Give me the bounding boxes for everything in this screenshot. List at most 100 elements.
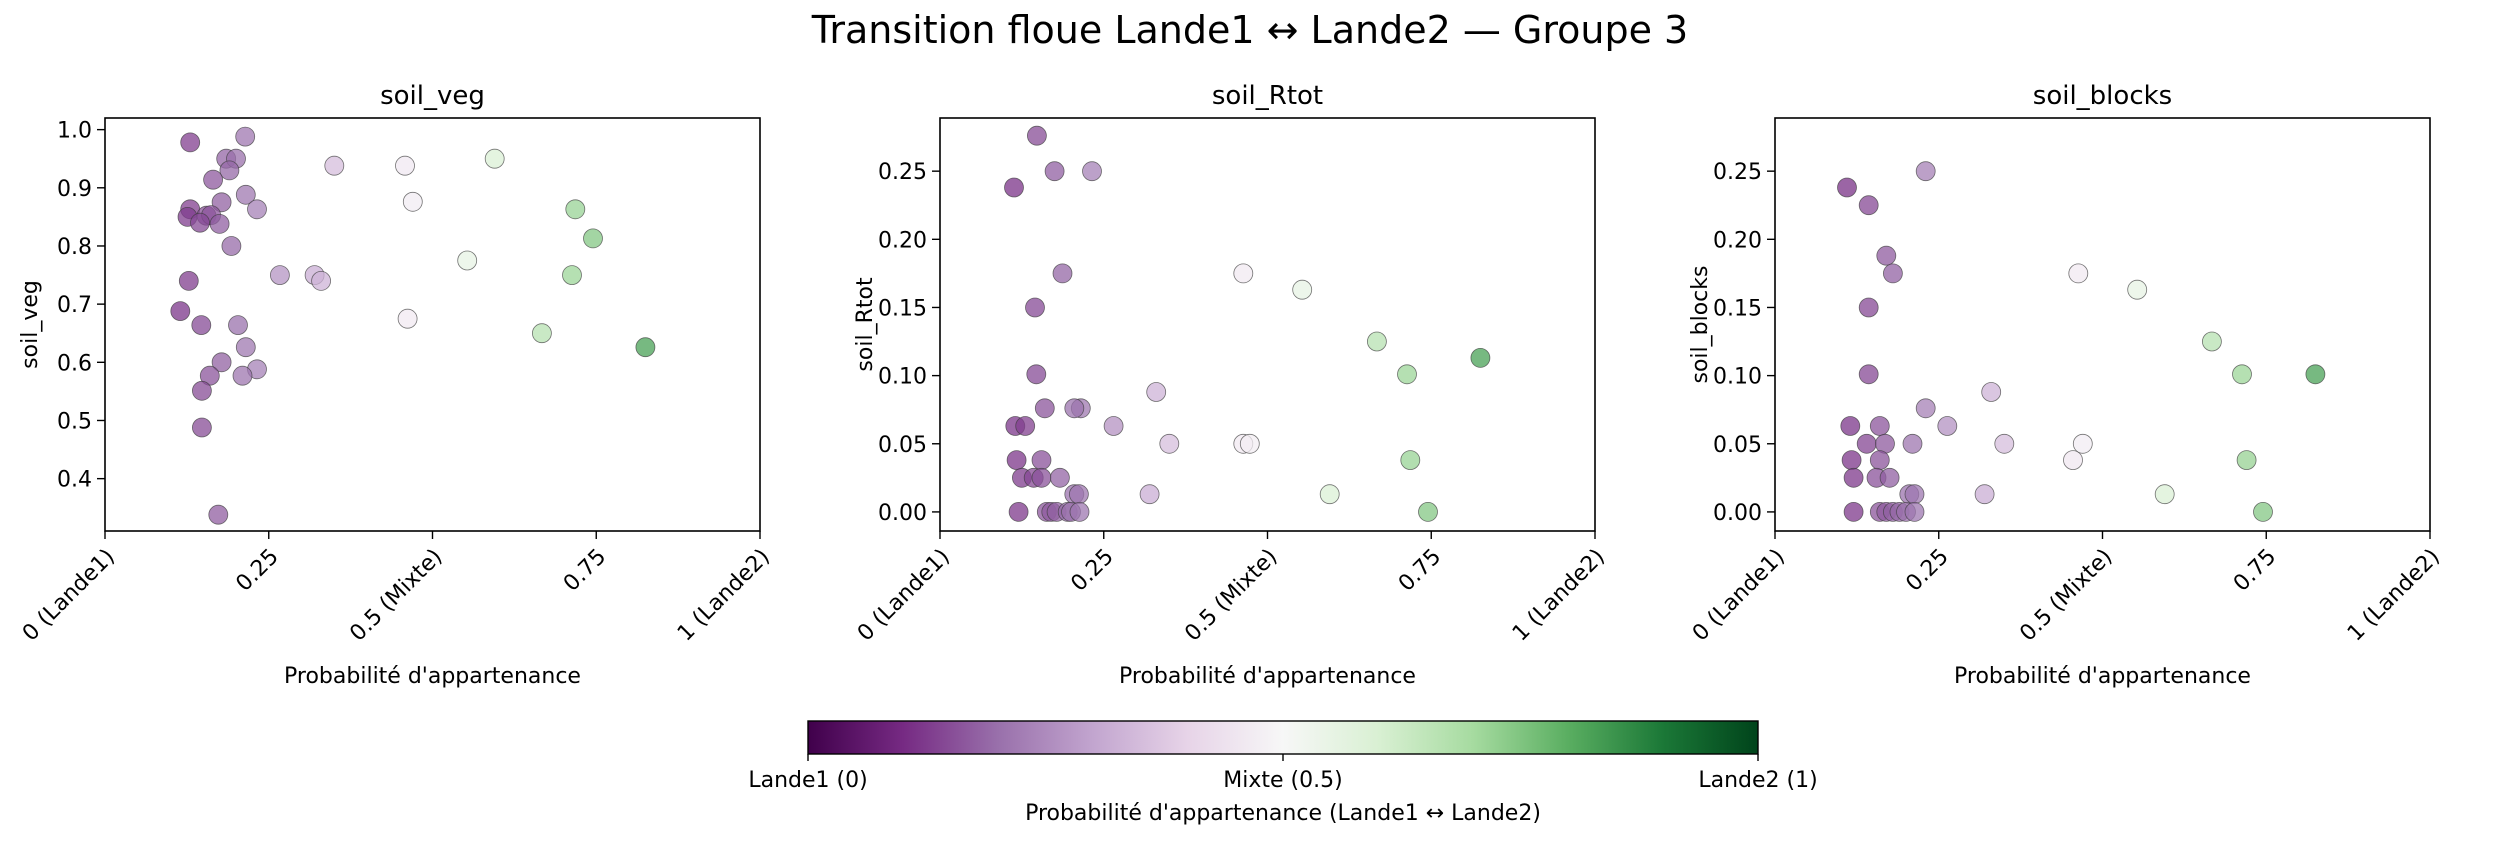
data-point	[269, 265, 290, 286]
data-point	[1843, 501, 1864, 522]
data-point	[2072, 433, 2093, 454]
colorbar-tick-label: Mixte (0.5)	[1223, 768, 1342, 793]
x-tick-label: 0.75	[1394, 544, 1446, 596]
x-tick-label: 0.75	[559, 544, 611, 596]
data-point	[1233, 263, 1254, 284]
data-point	[1015, 416, 1036, 436]
colorbar-gradient	[807, 720, 1759, 755]
data-point	[1239, 433, 1260, 454]
data-point	[1064, 398, 1085, 419]
data-point	[1981, 382, 2002, 402]
data-point	[1367, 331, 1387, 352]
data-point	[1292, 279, 1313, 300]
data-point	[1869, 450, 1890, 471]
colorbar: Lande1 (0) Mixte (0.5) Lande2 (1) Probabili…	[748, 720, 1818, 826]
data-point	[2154, 484, 2175, 505]
data-point	[1879, 467, 1900, 488]
data-point	[209, 213, 230, 234]
data-point	[1044, 161, 1065, 182]
data-point	[1103, 416, 1124, 436]
data-point	[191, 315, 212, 336]
data-point	[170, 301, 191, 322]
data-point	[1937, 416, 1958, 436]
y-tick-label: 0.25	[878, 160, 927, 185]
data-point	[1876, 245, 1897, 266]
data-point	[1902, 433, 1923, 454]
y-tick-label: 0.05	[878, 433, 927, 458]
data-point	[565, 199, 586, 220]
y-tick-label: 0.8	[57, 235, 92, 260]
data-point	[180, 132, 201, 153]
data-point	[1069, 484, 1089, 505]
data-point	[1858, 297, 1879, 318]
x-tick-label: 0.5 (Mixte)	[2015, 544, 2117, 646]
data-point	[1915, 398, 1936, 419]
data-point	[191, 417, 212, 438]
data-point	[2232, 364, 2252, 385]
data-point	[1008, 501, 1029, 522]
data-point	[1858, 364, 1879, 385]
colorbar-tick-label: Lande1 (0)	[748, 768, 867, 793]
data-point	[235, 126, 256, 147]
data-point	[1031, 450, 1052, 471]
data-point	[1470, 347, 1491, 368]
colorbar-label: Probabilité d'appartenance (Lande1 ↔ Lan…	[1025, 801, 1541, 826]
data-point	[203, 169, 224, 190]
y-tick-label: 1.0	[57, 119, 92, 144]
data-point	[402, 191, 423, 212]
data-point	[1397, 364, 1417, 385]
subplot-title: soil_veg	[380, 81, 485, 111]
data-point	[1052, 263, 1073, 284]
x-tick-label: 0 (Lande1)	[18, 544, 120, 646]
data-point	[1139, 484, 1160, 505]
data-point	[211, 352, 232, 373]
data-point	[190, 212, 210, 233]
data-point	[1843, 467, 1864, 488]
data-point	[1869, 416, 1890, 436]
data-point	[1004, 177, 1024, 198]
data-point	[1400, 450, 1421, 471]
data-point	[395, 155, 415, 176]
data-point	[583, 228, 603, 249]
data-point	[247, 199, 267, 220]
data-point	[2068, 263, 2089, 284]
data-point	[1974, 484, 1995, 505]
data-point	[208, 504, 229, 525]
data-point	[221, 236, 242, 256]
x-tick-label: 1 (Lande2)	[1508, 544, 1610, 646]
data-point	[1904, 501, 1925, 522]
data-point	[228, 315, 248, 336]
x-tick-label: 0.25	[231, 544, 283, 596]
x-tick-label: 0 (Lande1)	[1688, 544, 1790, 646]
data-point	[2127, 279, 2148, 300]
data-point	[191, 380, 212, 401]
data-point	[532, 323, 552, 344]
y-tick-label: 0.15	[1713, 296, 1762, 321]
data-point	[324, 155, 345, 176]
subplot-title: soil_blocks	[2033, 81, 2172, 111]
data-point	[1841, 450, 1862, 471]
figure-title: Transition floue Lande1 ↔ Lande2 — Group…	[811, 8, 1689, 52]
data-point	[1904, 484, 1925, 505]
data-point	[1025, 297, 1045, 318]
points-soil_Rtot	[1004, 125, 1491, 522]
y-tick-label: 0.4	[57, 468, 92, 493]
y-tick-label: 0.10	[1713, 365, 1762, 390]
data-point	[2236, 450, 2257, 471]
data-point	[1069, 501, 1090, 522]
data-point	[2253, 501, 2273, 522]
subplot-title: soil_Rtot	[1212, 81, 1323, 111]
scatter-panel-2: soil_Rtot 0.00 0.05 0.10 0.15 0.20 0.25 0 (Land…	[853, 81, 1610, 689]
y-tick-label: 0.6	[57, 351, 92, 376]
data-point	[1026, 364, 1047, 385]
colorbar-tick-label: Lande2 (1)	[1698, 768, 1817, 793]
data-point	[2305, 364, 2326, 385]
y-tick-label: 0.5	[57, 409, 92, 434]
data-point	[1837, 177, 1857, 198]
points-soil_veg	[170, 126, 656, 525]
x-axis-label: Probabilité d'appartenance	[1119, 664, 1416, 689]
x-tick-label: 1 (Lande2)	[2343, 544, 2445, 646]
x-tick-label: 0.25	[1901, 544, 1953, 596]
